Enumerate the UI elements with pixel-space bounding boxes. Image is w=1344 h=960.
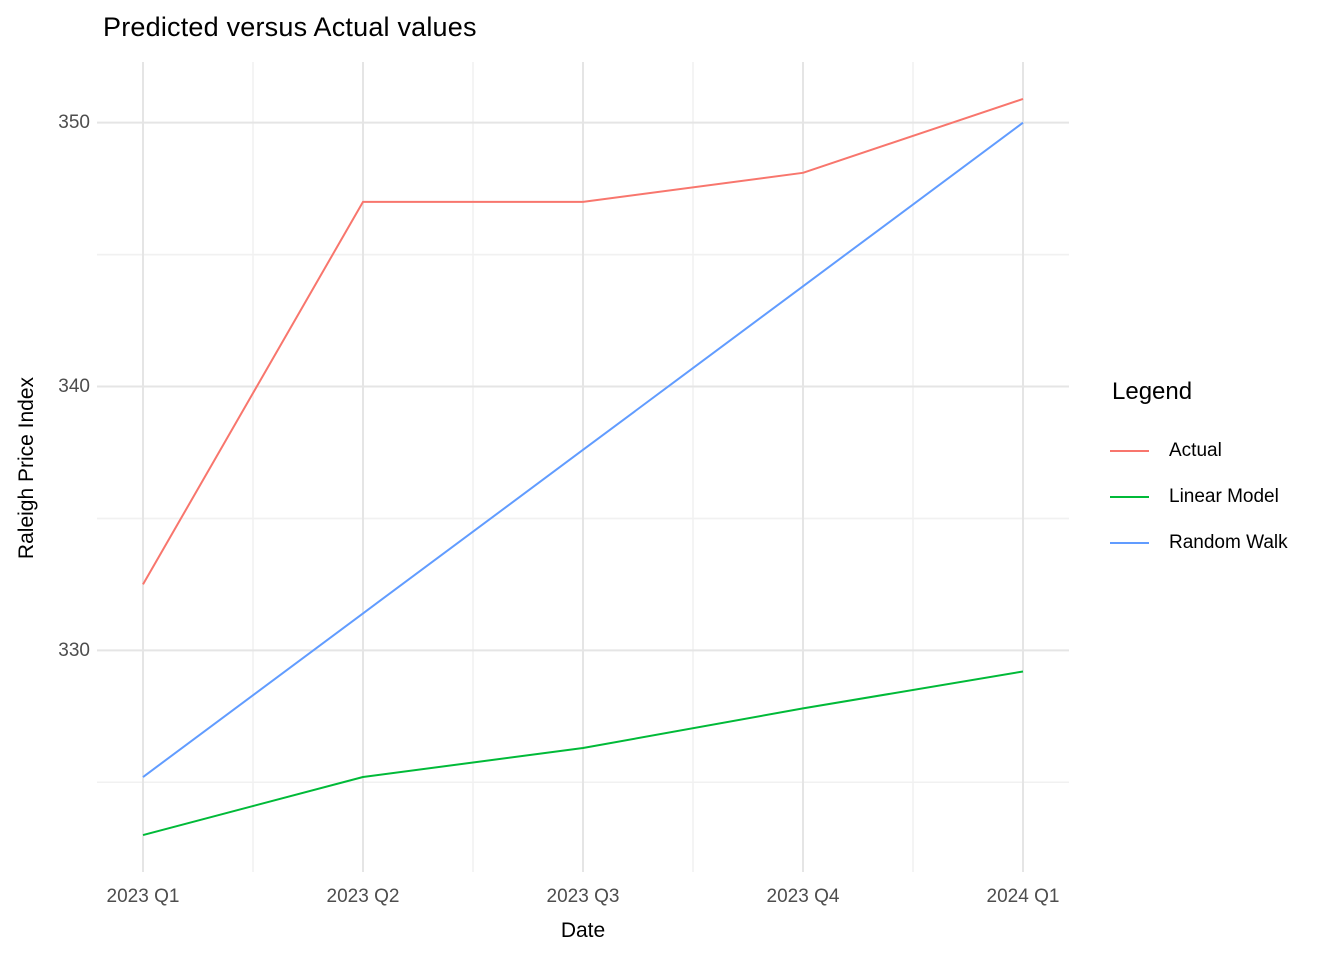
legend-line-swatch <box>1110 542 1149 544</box>
legend-line-swatch <box>1110 496 1149 498</box>
series-line-linear-model <box>142 670 1024 837</box>
y-tick-label: 350 <box>58 112 90 134</box>
x-tick-label: 2024 Q1 <box>986 886 1060 907</box>
legend-label: Actual <box>1169 440 1222 461</box>
legend-label: Random Walk <box>1169 532 1288 553</box>
legend-title: Legend <box>1112 378 1193 405</box>
legend-entry-random-walk: Random Walk <box>1110 520 1288 566</box>
legend: Legend Actual Linear Model Random Walk <box>1110 378 1288 566</box>
x-tick-label: 2023 Q3 <box>546 886 620 907</box>
series-line-random-walk <box>142 121 1024 778</box>
y-tick-label: 340 <box>58 376 90 398</box>
series-line-actual <box>142 97 1024 585</box>
x-tick-label: 2023 Q4 <box>766 886 840 907</box>
x-tick-label: 2023 Q1 <box>106 886 180 907</box>
x-axis-title: Date <box>560 919 606 942</box>
chart-title: Predicted versus Actual values <box>103 12 477 42</box>
y-tick-label: 330 <box>58 639 90 661</box>
legend-label: Linear Model <box>1169 486 1279 507</box>
legend-line-swatch <box>1110 450 1149 452</box>
x-tick-label: 2023 Q2 <box>326 886 400 907</box>
legend-entry-linear-model: Linear Model <box>1110 474 1288 520</box>
y-axis-title: Raleigh Price Index <box>15 376 38 560</box>
legend-entries: Actual Linear Model Random Walk <box>1110 428 1288 566</box>
legend-entry-actual: Actual <box>1110 428 1288 474</box>
